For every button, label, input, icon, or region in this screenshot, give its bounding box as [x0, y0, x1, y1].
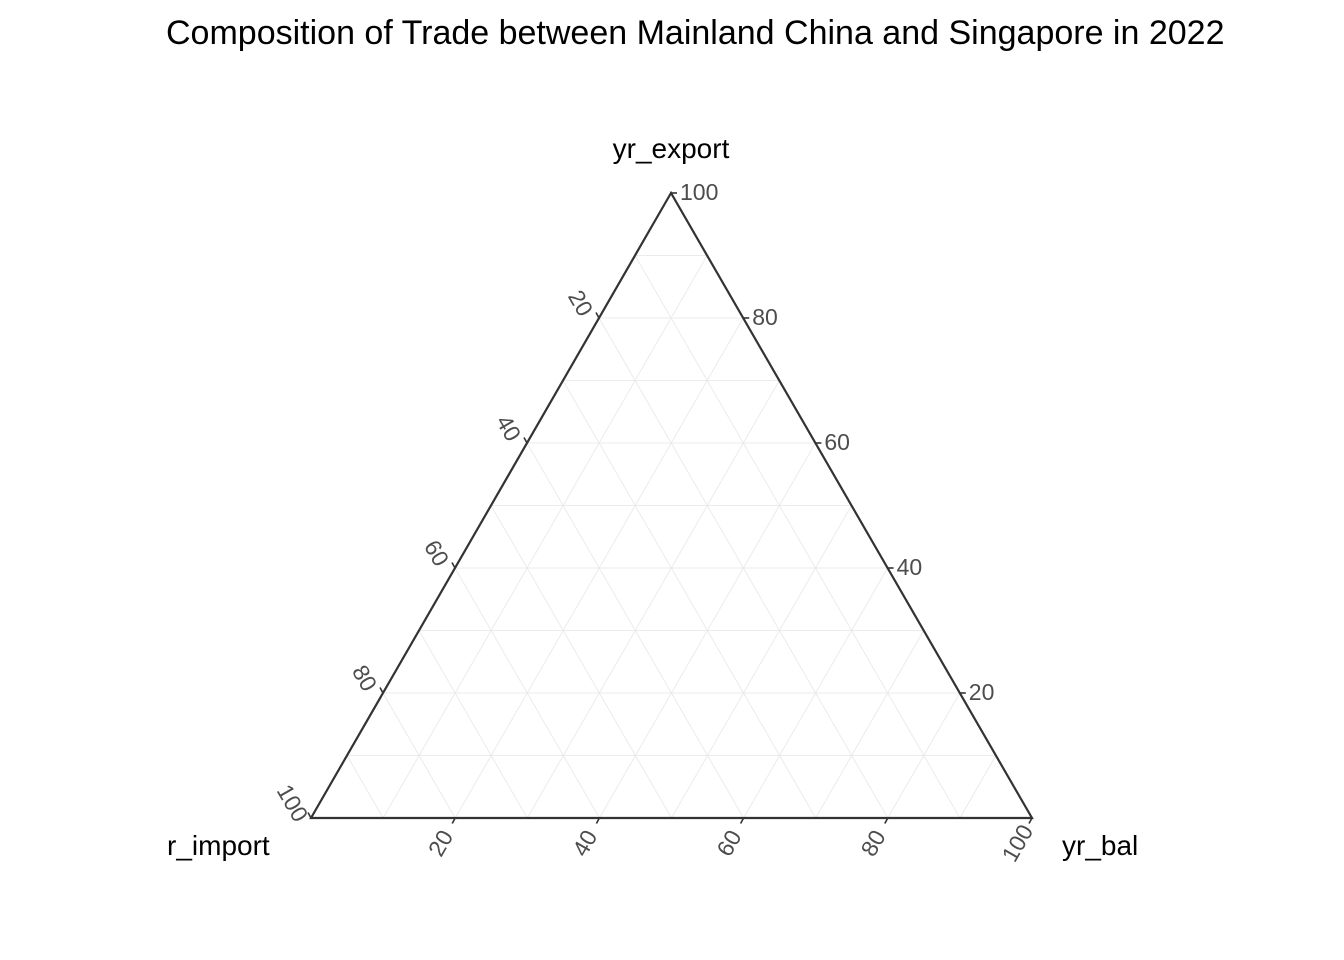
tick-label-export-60: 60 — [824, 429, 850, 455]
tick-label-import-80: 80 — [347, 660, 382, 695]
grid-line-bal-60 — [743, 567, 889, 819]
grid-line-bal-70 — [815, 630, 925, 819]
grid-line-bal-10 — [382, 255, 708, 819]
tick-label-bal-60: 60 — [711, 825, 746, 860]
tick-label-import-20: 20 — [563, 285, 598, 320]
tick-label-import-60: 60 — [419, 535, 454, 570]
tick-label-export-100: 100 — [680, 179, 718, 205]
tick-label-export-80: 80 — [752, 304, 778, 330]
axis-title-right: yr_bal — [1062, 830, 1138, 861]
ticks: 20 20 20 40 40 40 60 60 60 80 80 80 100 100 100 — [272, 179, 1038, 866]
triangle-border — [309, 190, 1034, 820]
grid-line-bal-30 — [526, 380, 780, 819]
grid-line-import-10 — [634, 255, 961, 819]
tick-label-export-40: 40 — [897, 554, 923, 580]
tick-label-bal-20: 20 — [423, 825, 458, 860]
tick-label-import-40: 40 — [491, 410, 526, 445]
tick-label-bal-100: 100 — [996, 820, 1038, 866]
tick-label-bal-80: 80 — [855, 825, 890, 860]
axis-title-top: yr_export — [613, 133, 730, 164]
grid-line-import-90 — [346, 755, 384, 819]
chart-title: Composition of Trade between Mainland Ch… — [166, 14, 1224, 52]
grid-line-bal-50 — [671, 505, 852, 819]
grid-line-import-70 — [418, 630, 528, 819]
grid-line-import-80 — [382, 692, 456, 819]
grid-line-import-60 — [454, 567, 600, 819]
axis-title-left: r_import — [167, 830, 270, 861]
grid — [346, 255, 997, 819]
tick-label-bal-40: 40 — [567, 825, 602, 860]
grid-line-bal-80 — [887, 692, 961, 819]
grid-line-bal-90 — [959, 755, 997, 819]
grid-line-import-50 — [490, 505, 672, 819]
tick-label-import-100: 100 — [272, 780, 314, 826]
grid-line-import-30 — [562, 380, 817, 819]
tick-label-export-20: 20 — [969, 679, 995, 705]
